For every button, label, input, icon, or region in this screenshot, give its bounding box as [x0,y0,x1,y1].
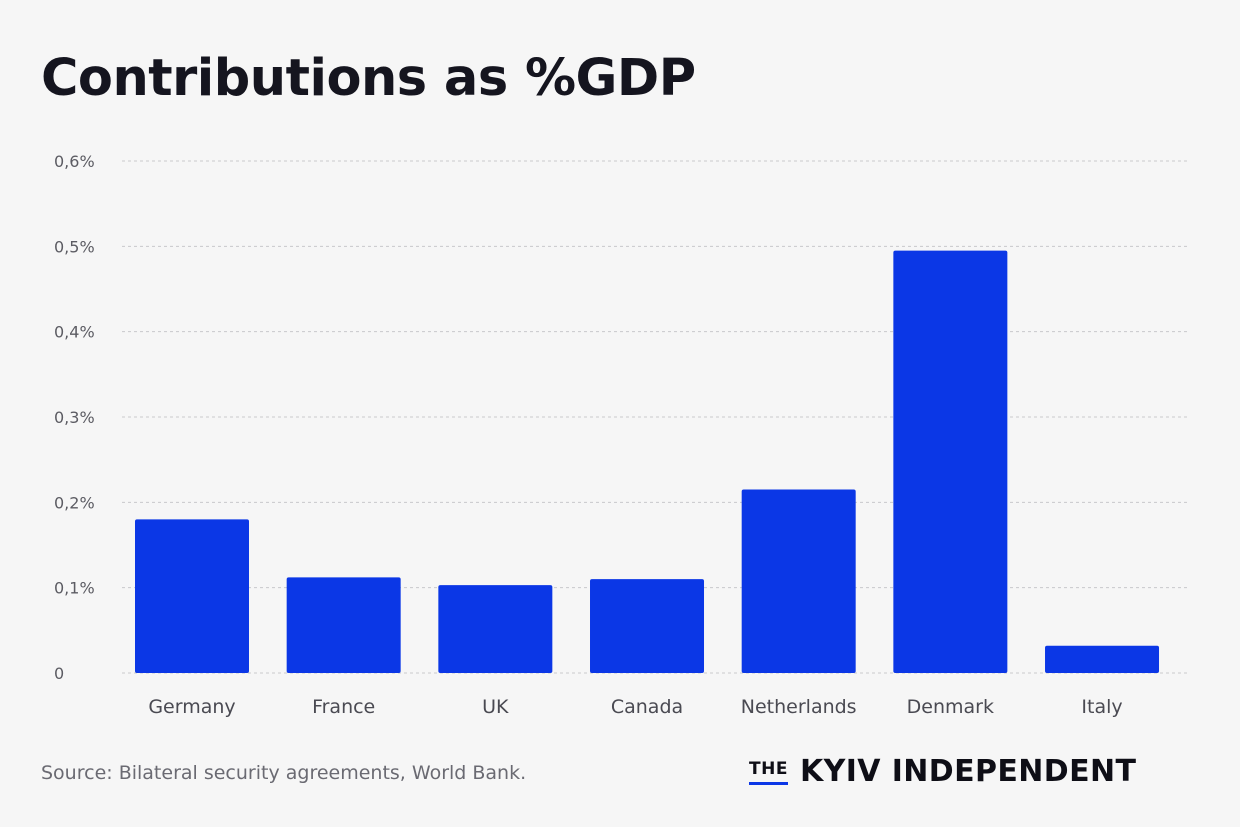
brand-logo-name: KYIV INDEPENDENT [799,754,1137,789]
x-tick-label-uk: UK [482,696,509,718]
source-note: Source: Bilateral security agreements, W… [41,762,527,784]
x-axis-category-labels: Germany France UK Canada Netherlands Denmark I… [148,696,1122,718]
bars [135,250,1160,673]
x-tick-label-italy: Italy [1081,696,1122,718]
x-tick-label-netherlands: Netherlands [741,696,857,718]
bar-germany [135,519,249,673]
bar-netherlands [741,489,856,673]
x-tick-label-germany: Germany [148,696,235,718]
y-tick-label: 0,2% [54,493,95,512]
bar-italy [1045,645,1160,673]
brand-logo: THE KYIV INDEPENDENT [749,752,1136,792]
y-tick-label: 0,5% [54,237,95,256]
x-tick-label-canada: Canada [611,696,683,718]
brand-logo-prefix: THE [749,759,788,785]
x-tick-label-france: France [312,696,375,718]
bar-canada [590,579,705,673]
y-tick-label: 0,6% [54,152,95,171]
bar-uk [438,585,553,673]
y-tick-label: 0,1% [54,579,95,598]
bar-france [286,577,401,673]
y-tick-label: 0 [54,664,64,683]
y-axis-tick-labels: 0 0,1% 0,2% 0,3% 0,4% 0,5% 0,6% [54,152,95,683]
x-tick-label-denmark: Denmark [907,696,994,718]
chart-title: Contributions as %GDP [41,49,696,108]
y-tick-label: 0,4% [54,323,95,342]
bar-denmark [893,250,1008,673]
y-tick-label: 0,3% [54,408,95,427]
gridlines [122,160,1188,674]
